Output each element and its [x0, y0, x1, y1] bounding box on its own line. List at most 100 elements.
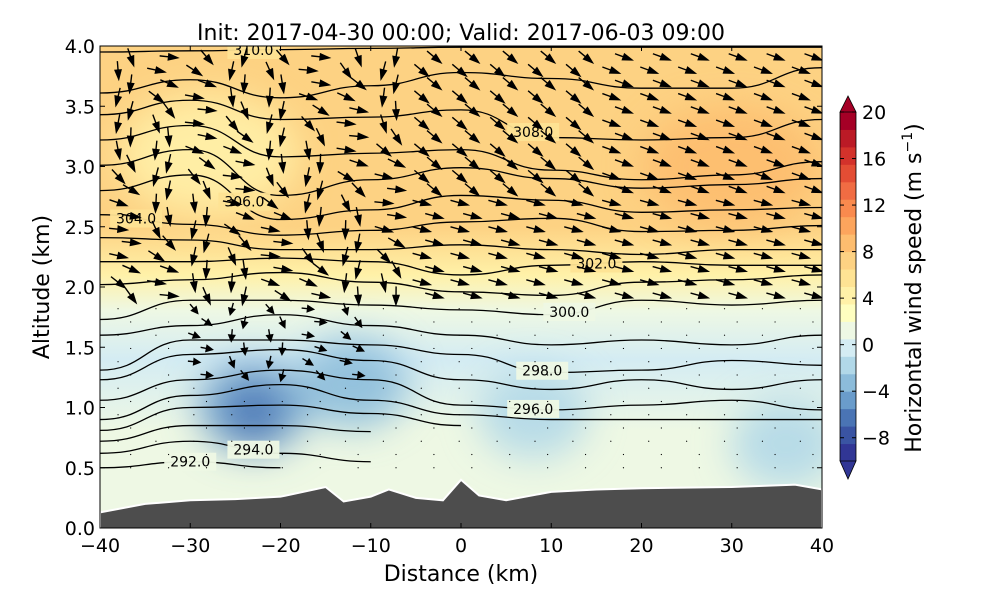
wind-vector — [728, 238, 748, 247]
wind-vector — [433, 400, 435, 403]
wind-vector — [462, 264, 483, 273]
wind-vector — [527, 116, 544, 131]
wind-vector — [114, 87, 123, 108]
wind-vector — [412, 278, 433, 286]
wind-vector — [471, 347, 473, 350]
wind-vector — [723, 387, 726, 389]
wind-vector — [715, 278, 736, 286]
wind-vector — [464, 156, 481, 171]
wind-vector — [426, 156, 443, 171]
wind-vector — [155, 308, 157, 310]
wind-vector — [464, 103, 481, 118]
wind-vector — [547, 400, 549, 403]
contour-label-background — [507, 399, 560, 418]
wind-vector — [162, 102, 176, 119]
wind-vector — [193, 414, 195, 416]
wind-vector — [464, 183, 481, 197]
wind-vector — [269, 414, 271, 416]
colorbar-segment — [840, 164, 856, 183]
wind-vector — [578, 130, 595, 144]
wind-vector — [502, 77, 519, 91]
wind-vector — [723, 361, 726, 363]
y-tick-label: 2.5 — [65, 217, 95, 239]
wind-vector — [572, 361, 574, 363]
wind-vector — [736, 400, 738, 403]
wind-vector — [690, 264, 711, 273]
wind-vector — [753, 92, 773, 101]
wind-vector — [344, 387, 347, 389]
wind-vector — [130, 400, 132, 403]
wind-vector — [126, 74, 135, 95]
isentrope-line — [100, 383, 822, 421]
wind-vector — [240, 342, 249, 356]
wind-vector — [614, 132, 634, 141]
wind-vector — [804, 264, 822, 273]
wind-vector — [538, 291, 559, 300]
wind-vector — [728, 185, 748, 194]
colorbar-segment — [840, 181, 856, 200]
wind-vector — [690, 211, 711, 220]
wind-vector — [306, 414, 309, 416]
wind-vector — [690, 79, 710, 88]
colorbar-label-exponent: −1 — [900, 132, 916, 153]
wind-vector — [698, 467, 700, 469]
wind-vector — [640, 145, 660, 154]
wind-vector — [538, 238, 559, 247]
wind-vector — [728, 264, 748, 273]
wind-vector — [303, 193, 312, 214]
colorbar-tick-label: −4 — [862, 381, 890, 403]
wind-vector — [425, 238, 445, 247]
wind-vector — [167, 427, 170, 429]
wind-vector — [804, 185, 822, 194]
wind-vector — [202, 259, 211, 281]
wind-vector — [227, 273, 236, 294]
colorbar-segment — [840, 426, 856, 445]
wind-vector — [413, 90, 430, 104]
wind-vector — [698, 321, 700, 323]
wind-vector — [240, 259, 249, 281]
wind-vector — [151, 220, 161, 240]
wind-vector — [761, 440, 764, 442]
wind-vector — [187, 331, 201, 339]
wind-vector — [126, 154, 136, 173]
wind-vector — [433, 321, 435, 323]
wind-vector — [223, 145, 243, 154]
wind-vector — [303, 220, 312, 241]
wind-vector — [812, 374, 814, 376]
wind-vector — [565, 143, 582, 157]
wind-vector — [753, 198, 774, 207]
wind-vector — [715, 172, 736, 180]
wind-vector — [652, 264, 673, 273]
wind-vector — [496, 308, 498, 310]
wind-vector — [167, 400, 170, 403]
wind-vector — [500, 211, 521, 220]
wind-vector — [227, 247, 237, 266]
terrain — [100, 478, 822, 528]
wind-vector — [660, 321, 662, 323]
wind-vector — [458, 414, 460, 416]
wind-vector — [240, 47, 249, 68]
wind-vector — [812, 321, 814, 323]
wind-vector — [540, 130, 557, 144]
wind-vector — [471, 374, 473, 376]
wind-vector — [660, 374, 662, 376]
wind-vector — [489, 90, 506, 104]
wind-vector — [205, 453, 208, 456]
wind-vector — [395, 400, 397, 403]
wind-vector — [488, 198, 508, 207]
wind-vector — [278, 74, 287, 95]
contour-label: 306.0 — [224, 195, 264, 211]
wind-vector — [184, 119, 206, 127]
wind-vector — [238, 235, 252, 252]
wind-vector — [489, 116, 506, 131]
wind-vector — [728, 158, 748, 167]
wind-vector — [412, 225, 433, 233]
colorbar-segment — [840, 286, 856, 305]
wind-vector — [804, 291, 822, 300]
wind-vector — [576, 211, 597, 220]
wind-vector — [753, 278, 774, 286]
wind-vector — [316, 180, 325, 201]
wind-vector — [610, 308, 612, 310]
wind-vector — [299, 277, 318, 287]
isentrope-line — [100, 67, 822, 99]
